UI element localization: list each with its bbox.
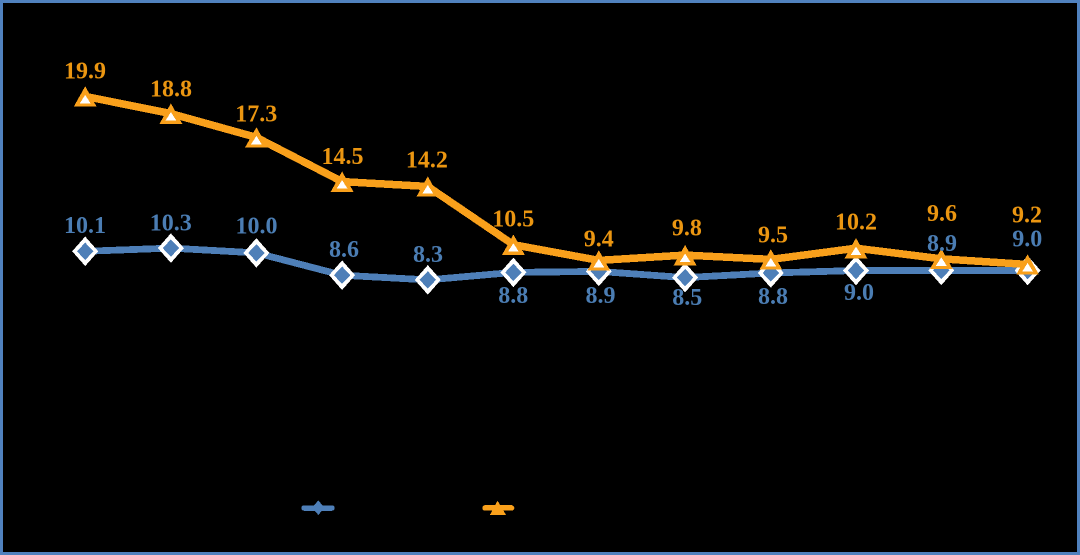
svg-text:8.5: 8.5 — [672, 285, 702, 311]
svg-text:10.1: 10.1 — [64, 213, 106, 239]
svg-text:17.3: 17.3 — [235, 101, 277, 127]
svg-text:9.5: 9.5 — [758, 223, 788, 249]
svg-text:8.3: 8.3 — [413, 242, 443, 268]
svg-text:10.0: 10.0 — [236, 214, 278, 240]
svg-text:10.3: 10.3 — [150, 211, 192, 237]
svg-text:14.2: 14.2 — [406, 148, 448, 174]
svg-text:8.8: 8.8 — [758, 284, 788, 310]
svg-text:14.5: 14.5 — [322, 144, 364, 170]
svg-text:18.8: 18.8 — [150, 77, 192, 103]
svg-text:9.2: 9.2 — [1012, 202, 1042, 228]
svg-text:9.4: 9.4 — [584, 227, 614, 253]
svg-text:8.8: 8.8 — [498, 283, 528, 309]
svg-text:8.6: 8.6 — [329, 237, 359, 263]
svg-text:9.0: 9.0 — [1012, 227, 1042, 253]
svg-text:19.9: 19.9 — [64, 59, 106, 85]
svg-text:9.0: 9.0 — [844, 280, 874, 306]
svg-text:9.8: 9.8 — [672, 216, 702, 242]
svg-text:9.6: 9.6 — [927, 201, 957, 227]
svg-text:10.5: 10.5 — [492, 206, 534, 232]
svg-text:8.9: 8.9 — [586, 283, 616, 309]
svg-text:8.9: 8.9 — [927, 231, 957, 257]
svg-text:10.2: 10.2 — [835, 209, 877, 235]
